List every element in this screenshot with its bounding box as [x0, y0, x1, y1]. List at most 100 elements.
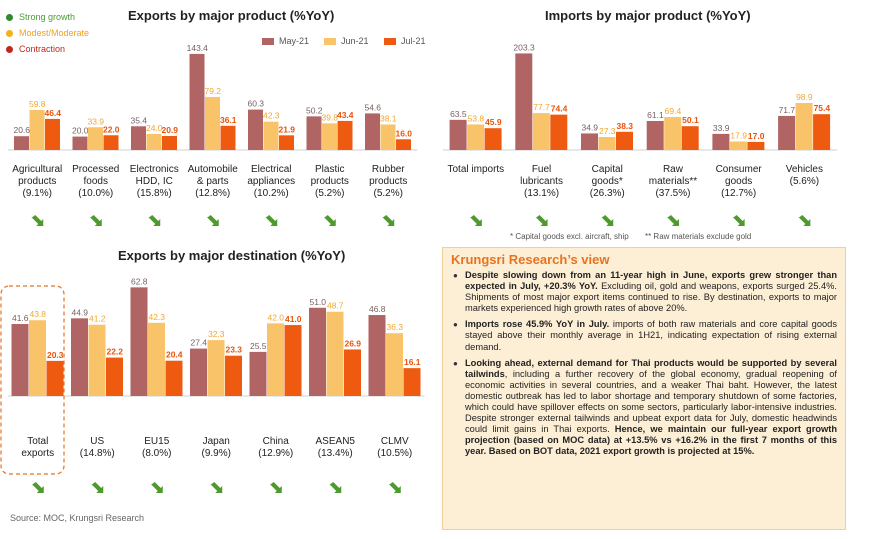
category-label: Automobile: [188, 164, 238, 175]
category-label: (9.1%): [23, 188, 52, 199]
data-label: 20.4: [166, 350, 183, 360]
imports-product-title: Imports by major product (%YoY): [545, 8, 751, 23]
bar-may-21: [778, 115, 796, 150]
data-label: 143.4: [187, 43, 209, 53]
data-label: 69.4: [665, 106, 682, 116]
legend-label: Contraction: [19, 44, 66, 54]
bar-jun-21: [795, 103, 813, 150]
bar-jul-21: [220, 125, 236, 150]
category-label: foods: [84, 176, 108, 187]
data-label: 41.6: [12, 313, 29, 323]
category-label: US: [90, 436, 104, 447]
category-label: (13.4%): [318, 448, 353, 459]
growth-arrow-icon: [323, 215, 336, 226]
bar-jul-21: [396, 139, 411, 150]
data-label: 79.2: [204, 86, 221, 96]
category-label: (9.9%): [202, 448, 231, 459]
data-label: 33.9: [87, 116, 104, 126]
category-label: (10.2%): [254, 188, 289, 199]
bar-jun-21: [146, 133, 162, 150]
data-label: 20.9: [161, 125, 178, 135]
view-item: Looking ahead, external demand for Thai …: [453, 358, 838, 458]
view-item: Imports rose 45.9% YoY in July. imports …: [453, 319, 837, 352]
data-label: 44.9: [71, 307, 88, 317]
data-label: 20.3: [47, 350, 64, 360]
bar-jun-21: [326, 311, 344, 396]
data-label: 26.9: [344, 338, 361, 348]
bar-jun-21: [598, 137, 616, 150]
category-label: lubricants: [520, 176, 563, 187]
data-label: 42.3: [148, 312, 165, 322]
growth-arrow-icon: [469, 215, 482, 226]
bar-may-21: [14, 136, 29, 150]
data-label: 36.1: [220, 115, 237, 125]
data-label: 32.3: [208, 329, 225, 339]
data-label: 51.0: [309, 297, 326, 307]
data-label: 54.6: [364, 102, 381, 112]
data-label: 53.8: [468, 113, 485, 123]
data-label: 23.3: [225, 345, 242, 355]
category-label: (13.1%): [524, 188, 559, 199]
series-legend-may: May-21: [262, 36, 309, 46]
total-exports-highlight: [0, 285, 65, 475]
view-list: Despite slowing down from an 11-year hig…: [451, 270, 837, 458]
data-label: 16.1: [404, 357, 421, 367]
data-label: 71.7: [779, 105, 796, 115]
view-item-text: , including a further recovery of the gl…: [465, 368, 837, 435]
data-label: 24.0: [146, 123, 163, 133]
data-label: 203.3: [513, 42, 535, 52]
data-label: 16.0: [395, 128, 412, 138]
category-label: Raw: [663, 164, 684, 175]
view-item-bold: Hence, we maintain our full-year export …: [465, 424, 838, 457]
bar-jun-21: [263, 121, 279, 150]
yellow-dot-icon: [6, 29, 13, 37]
category-label: Agricultural: [12, 164, 62, 175]
bar-jul-21: [162, 135, 177, 150]
growth-arrow-icon: [206, 215, 219, 226]
jul-swatch-icon: [384, 38, 396, 46]
bar-jun-21: [380, 124, 396, 150]
growth-arrow-icon: [269, 482, 282, 493]
category-label: HDD, IC: [136, 176, 173, 187]
data-label: 27.4: [190, 338, 207, 348]
bar-may-21: [515, 53, 533, 151]
bar-may-21: [581, 133, 598, 150]
bar-jun-21: [88, 127, 103, 150]
bar-jun-21: [386, 333, 403, 396]
legend-modest: Modest/Moderate: [6, 25, 89, 41]
growth-arrow-icon: [31, 215, 44, 226]
data-label: 27.3: [599, 126, 616, 136]
category-label: (8.0%): [142, 448, 171, 459]
data-label: 21.9: [278, 124, 295, 134]
category-label: goods*: [592, 176, 623, 187]
data-label: 25.5: [250, 341, 267, 351]
bar-jul-21: [106, 357, 123, 396]
series-legend-jul: Jul-21: [384, 36, 426, 46]
legend-label: Modest/Moderate: [19, 28, 90, 38]
bar-jul-21: [45, 118, 60, 150]
footnotes: * Capital goods excl. aircraft, ship ** …: [510, 232, 765, 241]
growth-arrow-icon: [31, 482, 44, 493]
exports-product-title: Exports by major product (%YoY): [128, 8, 335, 23]
bar-may-21: [131, 126, 146, 150]
data-label: 45.9: [485, 117, 502, 127]
category-label: goods: [725, 176, 752, 187]
growth-arrow-icon: [329, 482, 342, 493]
category-label: China: [263, 436, 290, 447]
category-label: (5.2%): [315, 188, 344, 199]
bar-jul-21: [165, 360, 183, 396]
bar-may-21: [646, 120, 664, 150]
data-label: 59.8: [29, 99, 46, 109]
category-label: Electrical: [251, 164, 292, 175]
growth-arrow-icon: [798, 215, 811, 226]
data-label: 20.6: [13, 125, 30, 135]
category-label: products: [369, 176, 407, 187]
growth-arrow-icon: [148, 215, 161, 226]
data-label: 50.2: [306, 105, 323, 115]
category-label: Vehicles: [786, 164, 823, 175]
bar-jul-21: [344, 349, 361, 396]
series-legend-label: Jun-21: [341, 36, 369, 46]
bar-may-21: [11, 324, 29, 396]
category-label: products: [311, 176, 349, 187]
growth-arrow-icon: [89, 215, 102, 226]
